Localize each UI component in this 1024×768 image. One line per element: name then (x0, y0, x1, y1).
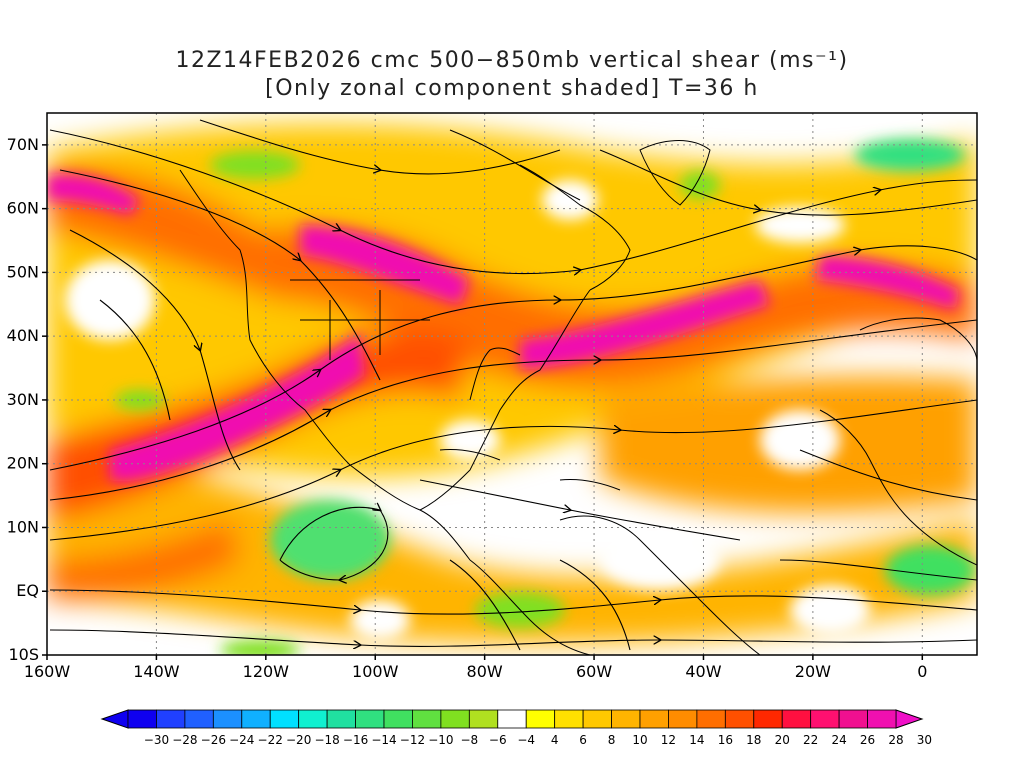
colorbar-swatch (468, 709, 499, 729)
colorbar-label: −12 (400, 733, 425, 747)
colorbar-swatch (412, 709, 442, 729)
colorbar-label: 30 (917, 733, 932, 747)
map-subtitle: [Only zonal component shaded] T=36 h (265, 76, 759, 101)
lat-tick-label: 10N (7, 517, 39, 536)
colorbar-swatch (781, 709, 812, 729)
colorbar-swatch (611, 709, 641, 729)
lat-tick-label: 60N (7, 199, 39, 218)
colorbar-label: −24 (229, 733, 254, 747)
colorbar-label: 20 (775, 733, 790, 747)
colorbar-swatch (668, 709, 698, 729)
lon-tick-label: 0 (917, 662, 927, 681)
lon-tick-label: 40W (685, 662, 721, 681)
colorbar-label: −28 (172, 733, 197, 747)
colorbar-label: 22 (803, 733, 818, 747)
colorbar-swatch (696, 709, 726, 729)
colorbar-label: 26 (860, 733, 875, 747)
colorbar-swatch (497, 709, 527, 729)
colorbar-swatch (525, 709, 556, 729)
lat-tick-label: 70N (7, 135, 39, 154)
colorbar-label: 10 (632, 733, 647, 747)
colorbar-swatch (241, 709, 271, 729)
colorbar-swatch (383, 709, 413, 729)
lat-tick-label: 20N (7, 454, 39, 473)
colorbar-label: 18 (746, 733, 761, 747)
colorbar: −30 −28 −26 −24 −22 −20 −18 −16 −14 −12 −10 −8 −6 −4 4… (100, 709, 932, 747)
colorbar-swatch (639, 709, 669, 729)
colorbar-swatch (156, 709, 186, 729)
colorbar-swatch (326, 709, 356, 729)
colorbar-label: −30 (144, 733, 169, 747)
colorbar-swatch (298, 709, 328, 729)
colorbar-label: −26 (201, 733, 226, 747)
colorbar-label: 6 (579, 733, 587, 747)
lon-tick-label: 60W (576, 662, 612, 681)
lat-tick-label: 10S (8, 645, 39, 664)
colorbar-swatch (269, 709, 300, 729)
colorbar-swatch (724, 709, 755, 729)
colorbar-label: −22 (258, 733, 283, 747)
colorbar-label: 16 (718, 733, 733, 747)
colorbar-swatch (184, 709, 214, 729)
colorbar-label: −18 (314, 733, 339, 747)
colorbar-label: −10 (428, 733, 453, 747)
colorbar-label: −14 (371, 733, 396, 747)
colorbar-label: −8 (460, 733, 478, 747)
colorbar-swatch (753, 709, 783, 729)
colorbar-label: 24 (831, 733, 846, 747)
colorbar-swatch (212, 709, 243, 729)
lon-tick-label: 140W (133, 662, 180, 681)
map-title: 12Z14FEB2026 cmc 500−850mb vertical shea… (175, 48, 849, 73)
streamlines (49, 119, 977, 651)
colorbar-swatch (440, 709, 470, 729)
lat-tick-label: 30N (7, 390, 39, 409)
colorbar-label: 28 (888, 733, 903, 747)
map-frame (46, 112, 978, 656)
colorbar-label: 4 (551, 733, 559, 747)
colorbar-swatch (127, 709, 157, 729)
longitude-axis: 160W 140W 120W 100W 80W 60W 40W 20W 0 (24, 655, 927, 681)
lon-tick-label: 120W (243, 662, 290, 681)
colorbar-label: 12 (661, 733, 676, 747)
colorbar-label: −16 (343, 733, 368, 747)
colorbar-swatch (355, 709, 385, 729)
colorbar-label: 14 (689, 733, 704, 747)
colorbar-swatch (867, 709, 897, 729)
colorbar-min-arrow (100, 709, 129, 729)
lat-tick-label: 40N (7, 326, 39, 345)
colorbar-label: 8 (608, 733, 616, 747)
lon-tick-label: 100W (352, 662, 399, 681)
lat-tick-label: EQ (16, 581, 39, 600)
colorbar-label: −20 (286, 733, 311, 747)
colorbar-swatch (838, 709, 868, 729)
colorbar-label: −6 (489, 733, 507, 747)
lon-tick-label: 160W (24, 662, 71, 681)
latitude-axis: 70N 60N 50N 40N 30N 20N 10N EQ 10S (7, 135, 47, 664)
colorbar-swatch (810, 709, 840, 729)
lat-tick-label: 50N (7, 262, 39, 281)
colorbar-max-arrow (895, 709, 924, 729)
lon-tick-label: 20W (795, 662, 831, 681)
colorbar-swatch (582, 709, 612, 729)
colorbar-swatch (554, 709, 584, 729)
colorbar-label: −4 (517, 733, 535, 747)
shear-shading (47, 113, 977, 655)
lon-tick-label: 80W (467, 662, 503, 681)
